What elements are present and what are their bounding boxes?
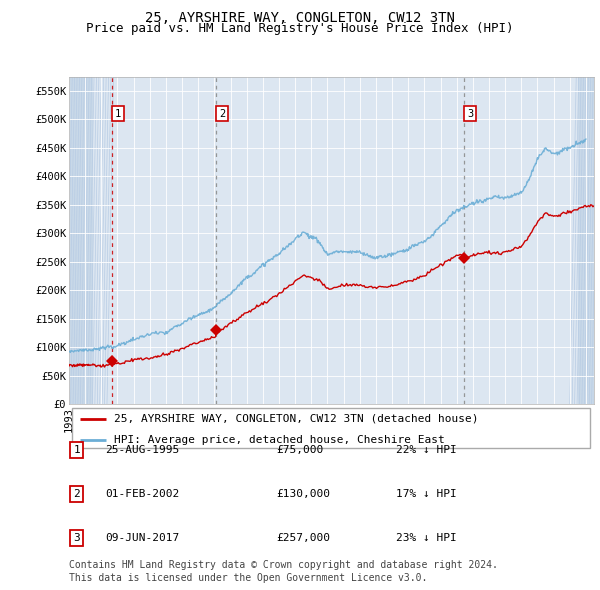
Text: £130,000: £130,000 [276, 489, 330, 499]
Bar [69, 77, 93, 404]
Text: 09-JUN-2017: 09-JUN-2017 [105, 533, 179, 543]
Text: 22% ↓ HPI: 22% ↓ HPI [396, 445, 457, 455]
Bar [578, 77, 600, 404]
Text: Price paid vs. HM Land Registry's House Price Index (HPI): Price paid vs. HM Land Registry's House … [86, 22, 514, 35]
Text: 3: 3 [73, 533, 80, 543]
Text: HPI: Average price, detached house, Cheshire East: HPI: Average price, detached house, Ches… [113, 435, 445, 445]
Text: 3: 3 [467, 109, 473, 119]
Text: 23% ↓ HPI: 23% ↓ HPI [396, 533, 457, 543]
Text: 1: 1 [73, 445, 80, 455]
Text: 25-AUG-1995: 25-AUG-1995 [105, 445, 179, 455]
Text: £75,000: £75,000 [276, 445, 323, 455]
Text: £257,000: £257,000 [276, 533, 330, 543]
Text: 2: 2 [73, 489, 80, 499]
Text: 2: 2 [219, 109, 225, 119]
Text: 17% ↓ HPI: 17% ↓ HPI [396, 489, 457, 499]
FancyBboxPatch shape [71, 408, 590, 448]
Text: 25, AYRSHIRE WAY, CONGLETON, CW12 3TN: 25, AYRSHIRE WAY, CONGLETON, CW12 3TN [145, 11, 455, 25]
Text: 1: 1 [115, 109, 121, 119]
Text: 25, AYRSHIRE WAY, CONGLETON, CW12 3TN (detached house): 25, AYRSHIRE WAY, CONGLETON, CW12 3TN (d… [113, 414, 478, 424]
Text: 01-FEB-2002: 01-FEB-2002 [105, 489, 179, 499]
Text: Contains HM Land Registry data © Crown copyright and database right 2024.
This d: Contains HM Land Registry data © Crown c… [69, 560, 498, 583]
